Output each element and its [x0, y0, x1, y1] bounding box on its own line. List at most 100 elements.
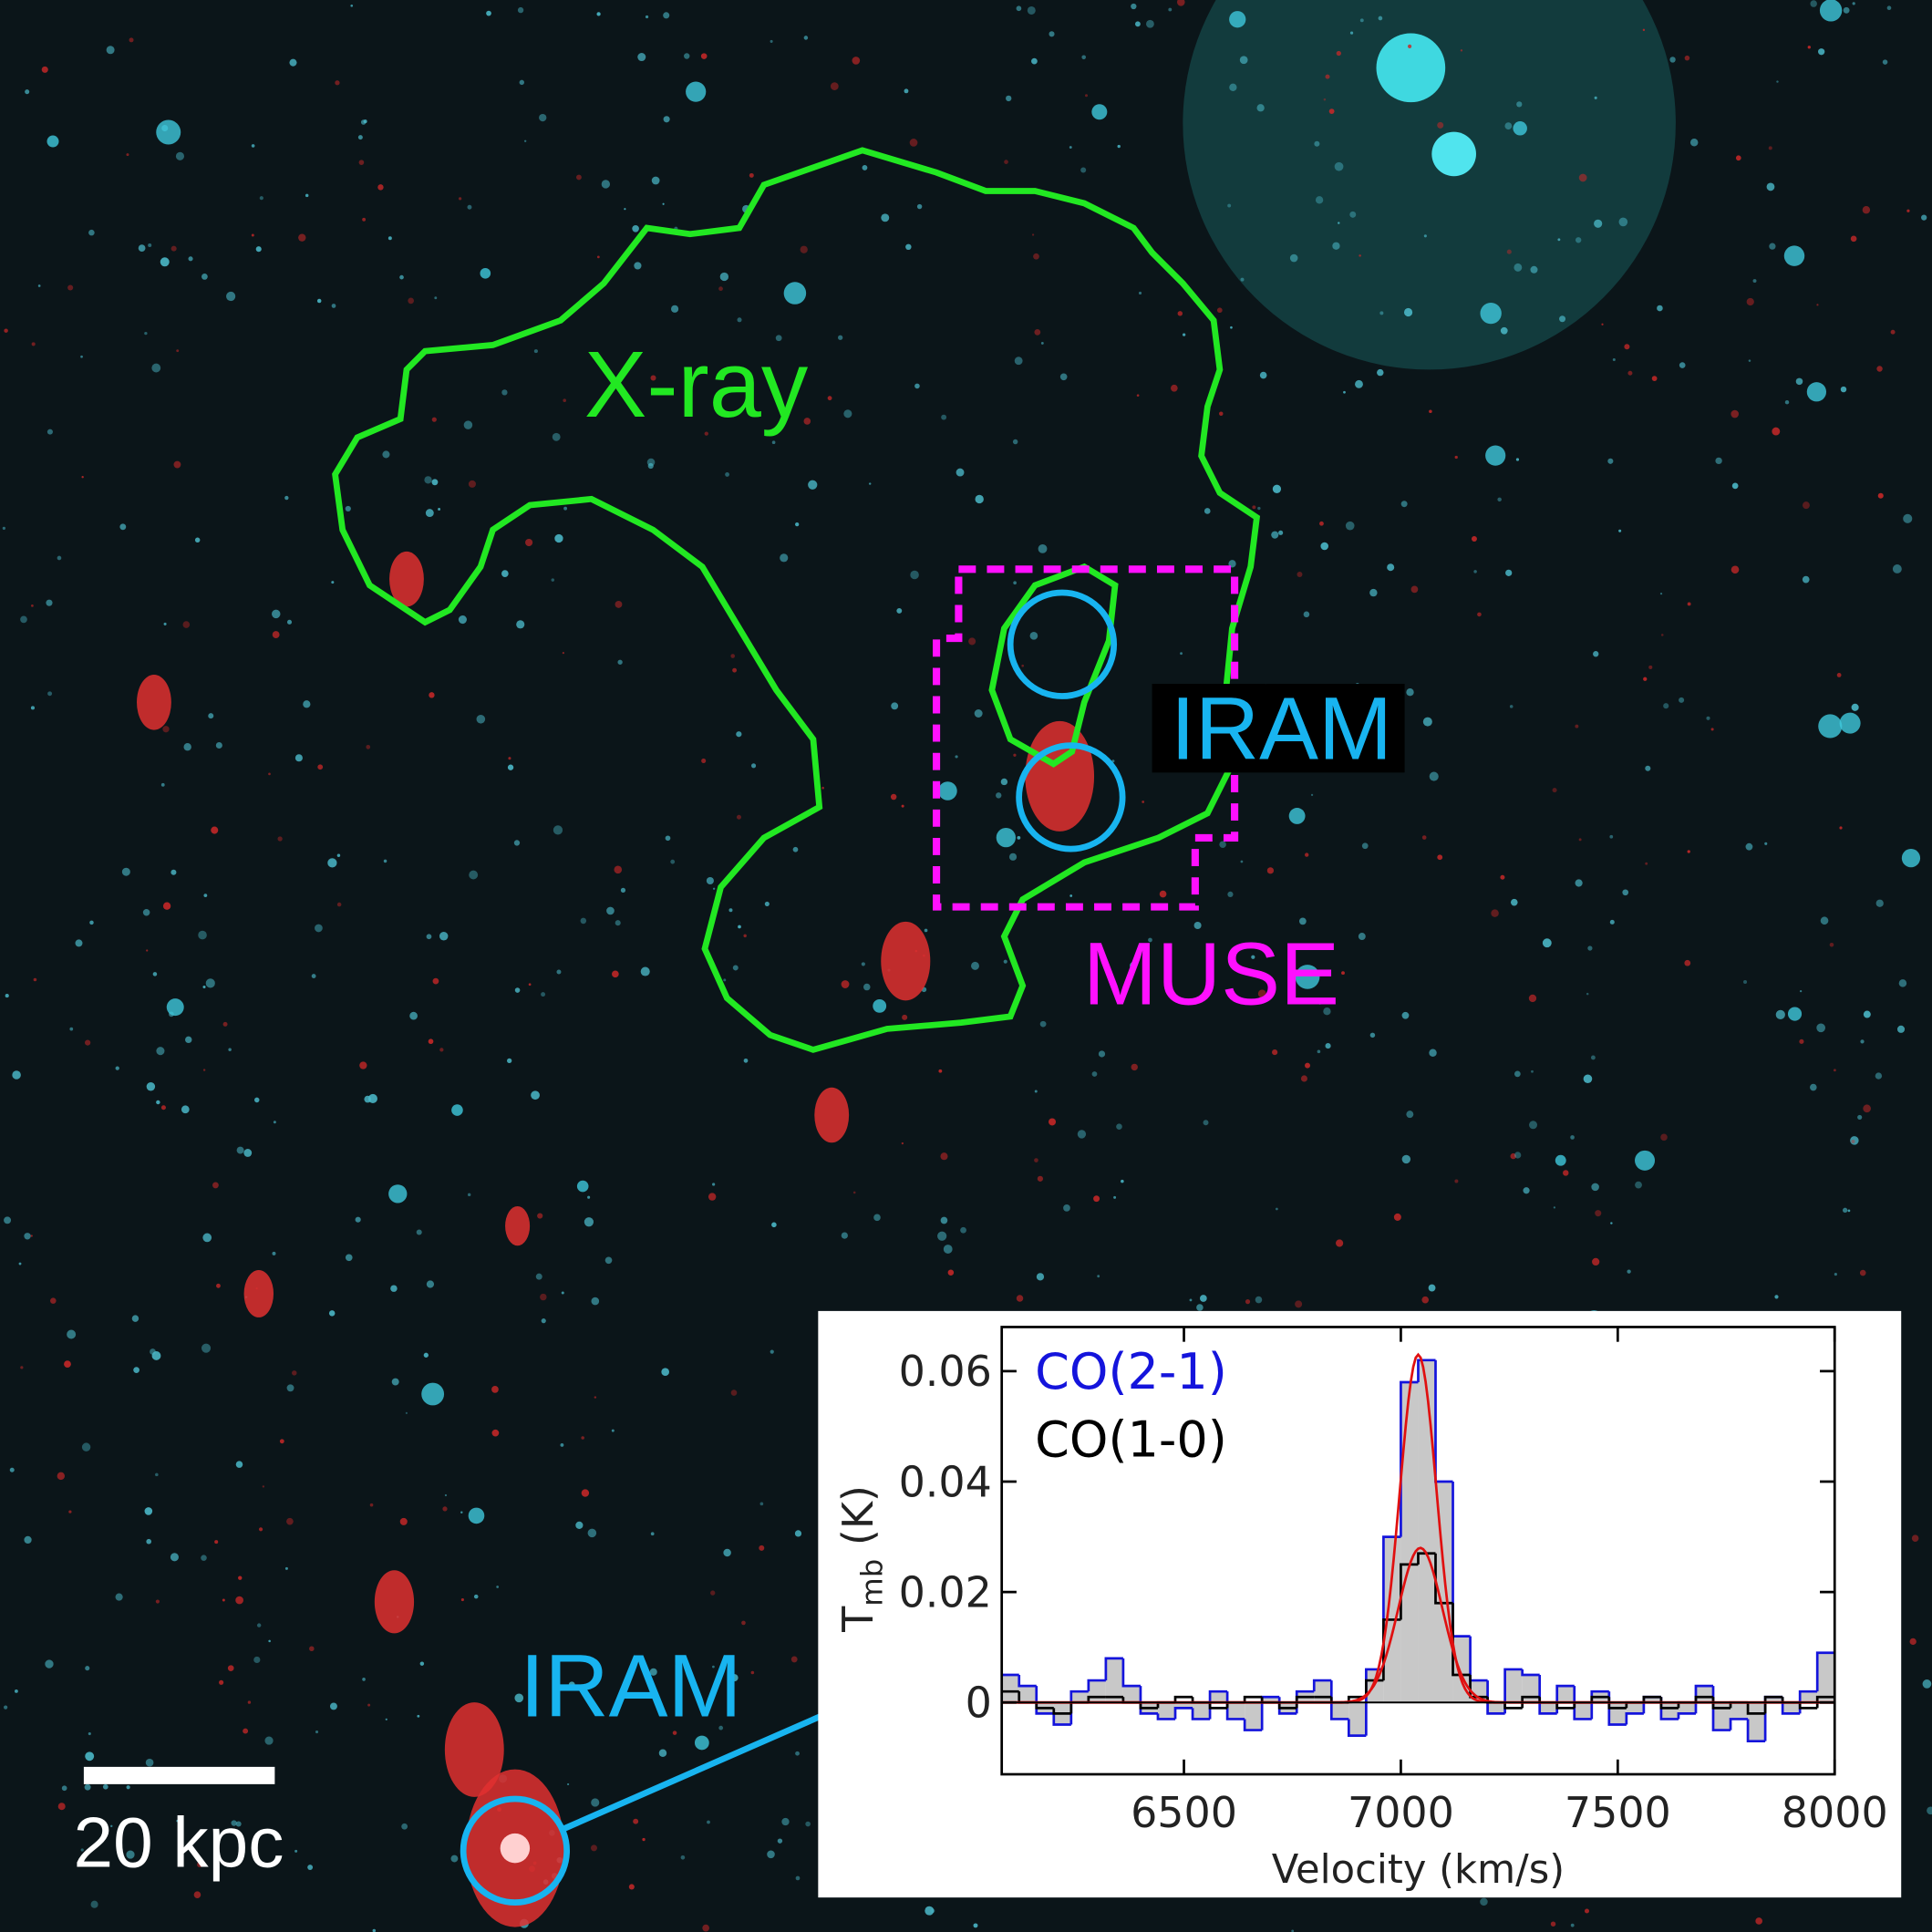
- step-line: [1417, 1552, 1436, 1565]
- red-knot: [909, 139, 918, 147]
- galaxy: [387, 236, 392, 241]
- red-knot: [1643, 677, 1648, 681]
- galaxy: [46, 599, 53, 606]
- red-knot: [938, 1069, 943, 1073]
- galaxy: [1275, 1207, 1278, 1211]
- fill-bin: [1070, 1691, 1089, 1703]
- fill-bin: [1748, 1702, 1766, 1741]
- bright-star: [1839, 712, 1861, 734]
- red-knot: [1550, 1921, 1556, 1927]
- red-knot: [1755, 1917, 1762, 1925]
- step-line: [1173, 1706, 1193, 1720]
- galaxy: [1820, 916, 1829, 925]
- red-knot: [222, 1598, 225, 1602]
- galaxy: [1610, 1222, 1613, 1224]
- galaxy: [1594, 96, 1597, 99]
- galaxy: [723, 1548, 731, 1557]
- red-knot: [1802, 501, 1810, 510]
- red-knot: [1305, 852, 1309, 857]
- red-knot: [68, 1510, 72, 1514]
- fill-bin: [1574, 1702, 1592, 1720]
- galaxy: [1576, 237, 1582, 243]
- red-knot: [238, 1576, 243, 1580]
- red-knot: [1578, 173, 1587, 182]
- red-knot: [219, 1679, 224, 1685]
- galaxy: [514, 1693, 524, 1703]
- red-knot: [4, 328, 8, 333]
- bright-star: [451, 1104, 463, 1116]
- galaxy: [881, 213, 890, 222]
- red-knot: [1034, 329, 1041, 336]
- galaxy: [431, 479, 439, 486]
- galaxy: [891, 702, 899, 710]
- galaxy: [425, 509, 434, 518]
- galaxy: [1040, 341, 1044, 345]
- galaxy: [584, 1217, 594, 1227]
- galaxy: [861, 962, 865, 966]
- red-knot: [1807, 46, 1811, 49]
- step-line: [1277, 1702, 1297, 1710]
- galaxy: [243, 1149, 253, 1157]
- galaxy: [725, 472, 729, 477]
- red-knot: [202, 1069, 206, 1071]
- galaxy: [160, 257, 170, 267]
- red-knot: [431, 417, 437, 422]
- red-knot: [1021, 664, 1025, 667]
- fill-bin: [1348, 1702, 1367, 1736]
- red-knot: [50, 1297, 57, 1304]
- galaxy: [743, 1058, 749, 1063]
- red-knot: [1477, 612, 1482, 617]
- step-line: [1191, 1708, 1211, 1720]
- red-knot: [1660, 1133, 1668, 1142]
- red-knot: [1016, 1295, 1024, 1302]
- red-knot: [890, 793, 897, 801]
- galaxy: [513, 840, 521, 846]
- galaxy: [144, 331, 148, 336]
- step-line: [1052, 1713, 1071, 1726]
- galaxy: [795, 1875, 801, 1881]
- galaxy: [507, 764, 514, 770]
- galaxy: [1314, 140, 1320, 147]
- red-knot: [827, 396, 832, 401]
- red-knot: [20, 1366, 24, 1369]
- fill-bin: [1504, 1669, 1523, 1703]
- galaxy: [336, 853, 341, 858]
- galaxy: [469, 870, 479, 880]
- galaxy: [228, 1048, 232, 1052]
- galaxy: [808, 480, 818, 490]
- galaxy: [1332, 242, 1340, 250]
- galaxy: [1840, 386, 1847, 393]
- step-line: [1694, 1684, 1714, 1714]
- galaxy: [476, 714, 486, 724]
- galaxy: [331, 304, 336, 308]
- galaxy: [916, 203, 923, 210]
- red-knot: [1421, 835, 1427, 840]
- galaxy: [1590, 1055, 1596, 1060]
- red-knot: [1624, 344, 1630, 350]
- galaxy: [1635, 1181, 1642, 1189]
- bright-star: [1783, 245, 1805, 266]
- red-knot: [286, 1517, 294, 1525]
- galaxy: [286, 619, 293, 625]
- galaxy: [85, 1751, 95, 1762]
- galaxy: [615, 920, 621, 926]
- red-knot: [1578, 838, 1582, 842]
- galaxy: [106, 46, 115, 55]
- galaxy: [514, 987, 521, 993]
- galaxy: [1255, 1296, 1263, 1304]
- galaxy: [624, 208, 626, 211]
- galaxy: [88, 1731, 91, 1736]
- galaxy: [1922, 1679, 1932, 1689]
- step-line: [1208, 1689, 1228, 1720]
- step-line: [1087, 1679, 1106, 1692]
- galaxy: [940, 1216, 948, 1224]
- galaxy: [580, 917, 587, 925]
- red-knot: [1601, 323, 1604, 325]
- galaxy: [315, 924, 323, 933]
- galaxy: [316, 298, 322, 304]
- red-knot: [1393, 1213, 1401, 1221]
- red-knot: [830, 82, 839, 90]
- galaxy: [1587, 945, 1593, 951]
- fill-bin: [1088, 1680, 1106, 1703]
- red-knot: [146, 949, 149, 952]
